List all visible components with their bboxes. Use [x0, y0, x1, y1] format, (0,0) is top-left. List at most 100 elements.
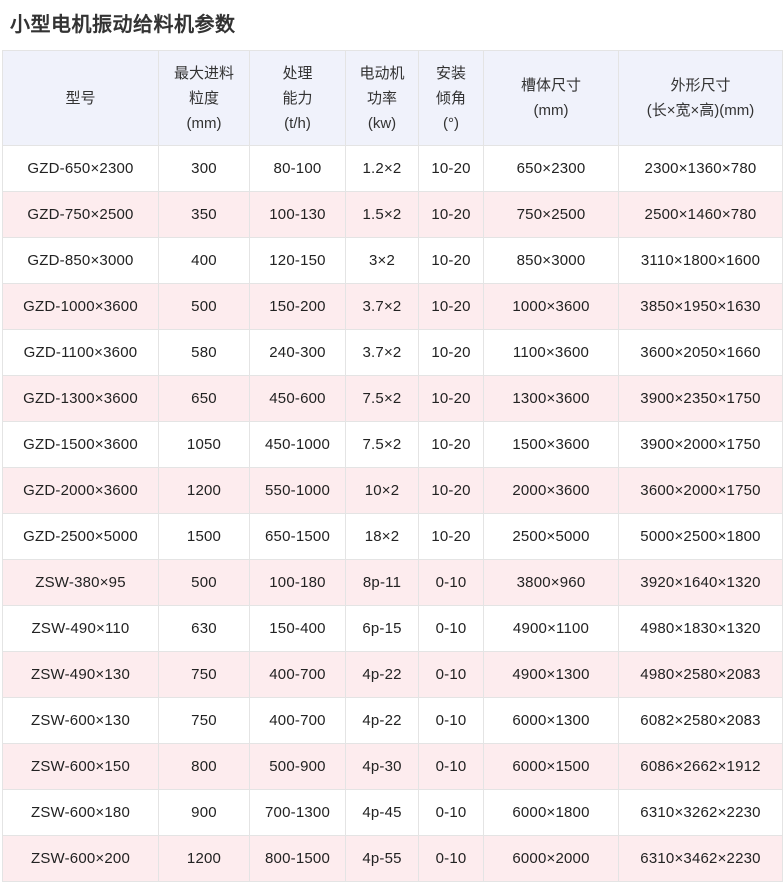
cell-capacity: 80-100	[249, 145, 346, 192]
cell-capacity: 120-150	[249, 237, 346, 284]
cell-model: GZD-650×2300	[2, 145, 159, 192]
table-row: ZSW-600×130 750 400-700 4p-22 0-10 6000×1300 6…	[2, 697, 783, 744]
column-header-line: 最大进料	[173, 64, 234, 82]
cell-motor-power: 3.7×2	[345, 329, 419, 376]
cell-install-angle: 10-20	[418, 145, 484, 192]
cell-max-feed-size: 1200	[158, 467, 250, 514]
cell-max-feed-size: 1200	[158, 835, 250, 882]
cell-overall-size: 5000×2500×1800	[618, 513, 783, 560]
column-header-trough-size: 槽体尺寸 (mm)	[483, 50, 619, 146]
column-header-line: 电动机	[359, 64, 405, 82]
cell-model: GZD-850×3000	[2, 237, 159, 284]
cell-install-angle: 10-20	[418, 513, 484, 560]
column-header-line: (mm)	[533, 102, 569, 119]
cell-capacity: 450-600	[249, 375, 346, 422]
table-row: ZSW-600×150 800 500-900 4p-30 0-10 6000×1500 6…	[2, 743, 783, 790]
cell-trough-size: 4900×1300	[483, 651, 619, 698]
cell-max-feed-size: 750	[158, 651, 250, 698]
cell-max-feed-size: 500	[158, 283, 250, 330]
cell-trough-size: 4900×1100	[483, 605, 619, 652]
cell-capacity: 400-700	[249, 651, 346, 698]
cell-overall-size: 3600×2050×1660	[618, 329, 783, 376]
cell-max-feed-size: 500	[158, 559, 250, 606]
cell-overall-size: 2500×1460×780	[618, 191, 783, 238]
column-header-line: 功率	[366, 89, 397, 107]
column-header-line: (°)	[443, 114, 459, 132]
cell-capacity: 100-180	[249, 559, 346, 606]
cell-trough-size: 850×3000	[483, 237, 619, 284]
cell-trough-size: 1000×3600	[483, 283, 619, 330]
table-header-row: 型号 最大进料 粒度 (mm) 处理 能力 (t/h) 电动机 功率 (kw) 安装 倾角 (°) 槽体尺…	[2, 50, 783, 146]
table-row: ZSW-600×200 1200 800-1500 4p-55 0-10 6000×200…	[2, 835, 783, 882]
cell-trough-size: 6000×1500	[483, 743, 619, 790]
cell-max-feed-size: 400	[158, 237, 250, 284]
cell-motor-power: 1.2×2	[345, 145, 419, 192]
cell-motor-power: 4p-30	[345, 743, 419, 790]
cell-trough-size: 2500×5000	[483, 513, 619, 560]
cell-capacity: 500-900	[249, 743, 346, 790]
cell-motor-power: 3×2	[345, 237, 419, 284]
cell-max-feed-size: 630	[158, 605, 250, 652]
cell-model: GZD-1000×3600	[2, 283, 159, 330]
column-header-line: (长×宽×高)(mm)	[646, 102, 755, 119]
cell-model: GZD-1500×3600	[2, 421, 159, 468]
column-header-model: 型号	[2, 50, 159, 146]
cell-overall-size: 3900×2000×1750	[618, 421, 783, 468]
cell-install-angle: 0-10	[418, 605, 484, 652]
cell-model: GZD-1100×3600	[2, 329, 159, 376]
column-header-motor-power: 电动机功率 (kw)	[345, 50, 419, 146]
cell-trough-size: 1500×3600	[483, 421, 619, 468]
column-header-line: 槽体尺寸	[520, 77, 581, 94]
cell-overall-size: 6310×3462×2230	[618, 835, 783, 882]
page-title: 小型电机振动给料机参数	[10, 14, 236, 36]
column-header-line: (mm)	[186, 114, 222, 132]
cell-motor-power: 4p-45	[345, 789, 419, 836]
cell-max-feed-size: 900	[158, 789, 250, 836]
cell-model: ZSW-490×110	[2, 605, 159, 652]
table-row: GZD-750×2500 350 100-130 1.5×2 10-20 750×2500…	[2, 191, 783, 238]
cell-trough-size: 750×2500	[483, 191, 619, 238]
cell-model: ZSW-600×180	[2, 789, 159, 836]
table-header: 型号 最大进料 粒度 (mm) 处理 能力 (t/h) 电动机 功率 (kw) 安装 倾角 (°) 槽体尺…	[2, 50, 783, 146]
cell-model: ZSW-380×95	[2, 559, 159, 606]
cell-trough-size: 650×2300	[483, 145, 619, 192]
cell-max-feed-size: 300	[158, 145, 250, 192]
column-header-line: 外形尺寸	[670, 77, 731, 94]
cell-install-angle: 10-20	[418, 421, 484, 468]
cell-trough-size: 2000×3600	[483, 467, 619, 514]
cell-install-angle: 0-10	[418, 651, 484, 698]
column-header-install-angle: 安装 倾角 (°)	[418, 50, 484, 146]
cell-max-feed-size: 750	[158, 697, 250, 744]
column-header-line: 能力	[282, 89, 313, 107]
cell-motor-power: 8p-11	[345, 559, 419, 606]
cell-motor-power: 1.5×2	[345, 191, 419, 238]
cell-trough-size: 6000×1800	[483, 789, 619, 836]
column-header-line: (kw)	[367, 114, 397, 132]
cell-trough-size: 1100×3600	[483, 329, 619, 376]
cell-model: ZSW-600×150	[2, 743, 159, 790]
cell-trough-size: 6000×2000	[483, 835, 619, 882]
cell-motor-power: 4p-22	[345, 697, 419, 744]
cell-max-feed-size: 800	[158, 743, 250, 790]
cell-capacity: 650-1500	[249, 513, 346, 560]
cell-install-angle: 10-20	[418, 467, 484, 514]
table-row: GZD-1000×3600 500 150-200 3.7×2 10-20 1000×36…	[2, 283, 783, 330]
cell-model: GZD-2000×3600	[2, 467, 159, 514]
cell-install-angle: 10-20	[418, 329, 484, 376]
column-header-overall-size: 外形尺寸 (长×宽×高)(mm)	[618, 50, 783, 146]
column-header-line: 粒度	[188, 89, 219, 107]
cell-capacity: 400-700	[249, 697, 346, 744]
table-row: GZD-650×2300 300 80-100 1.2×2 10-20 650×2300 2…	[2, 145, 783, 192]
cell-overall-size: 4980×1830×1320	[618, 605, 783, 652]
cell-model: ZSW-490×130	[2, 651, 159, 698]
cell-overall-size: 3600×2000×1750	[618, 467, 783, 514]
column-header-max-feed-size: 最大进料粒度 (mm)	[158, 50, 250, 146]
feeder-spec-table: 型号 最大进料 粒度 (mm) 处理 能力 (t/h) 电动机 功率 (kw) 安装 倾角 (°) 槽体尺…	[2, 50, 783, 882]
cell-model: ZSW-600×130	[2, 697, 159, 744]
cell-overall-size: 3110×1800×1600	[618, 237, 783, 284]
cell-max-feed-size: 1050	[158, 421, 250, 468]
table-row: GZD-1300×3600 650 450-600 7.5×2 10-20 1300×36…	[2, 375, 783, 422]
cell-trough-size: 1300×3600	[483, 375, 619, 422]
cell-overall-size: 6082×2580×2083	[618, 697, 783, 744]
